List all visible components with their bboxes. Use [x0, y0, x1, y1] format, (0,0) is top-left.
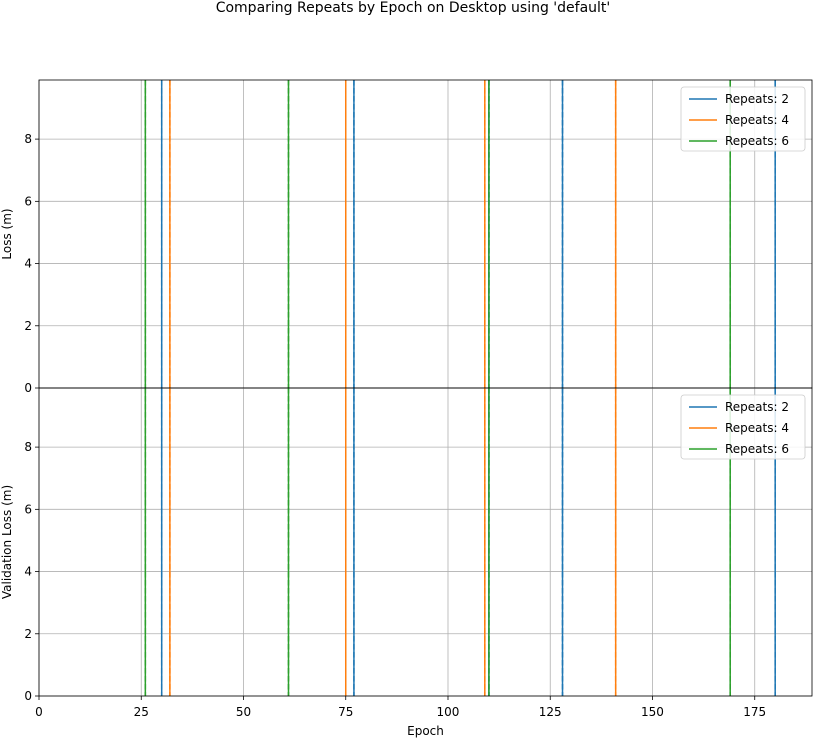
x-tick-label: 150	[641, 705, 664, 719]
y-tick-label: 8	[24, 132, 32, 146]
legend-box	[680, 394, 806, 460]
y-tick-label: 8	[24, 440, 32, 454]
legend-label: Repeats: 4	[725, 113, 789, 127]
x-tick-label: 0	[35, 705, 43, 719]
y-axis-label: Validation Loss (m)	[0, 485, 14, 599]
x-tick-label: 75	[338, 705, 353, 719]
x-tick-label: 175	[743, 705, 766, 719]
y-tick-label: 2	[24, 319, 32, 333]
y-tick-label: 4	[24, 565, 32, 579]
legend: Repeats: 2 Repeats: 4 Repeats: 6	[680, 86, 806, 152]
x-axis-label: Epoch	[407, 724, 444, 738]
legend-label: Repeats: 6	[725, 134, 789, 148]
legend-box	[680, 86, 806, 152]
legend: Repeats: 2 Repeats: 4 Repeats: 6	[680, 394, 806, 460]
y-tick-label: 6	[24, 502, 32, 516]
y-tick-label: 0	[24, 689, 32, 703]
y-tick-label: 2	[24, 627, 32, 641]
x-tick-label: 100	[437, 705, 460, 719]
x-axis: 0 25 50 75 100 125 150 175 Epoch	[35, 696, 766, 738]
x-tick-label: 25	[134, 705, 149, 719]
y-axis-label: Loss (m)	[0, 208, 14, 259]
chart-title: Comparing Repeats by Epoch on Desktop us…	[216, 0, 611, 16]
legend-label: Repeats: 6	[725, 442, 789, 456]
legend-label: Repeats: 4	[725, 421, 789, 435]
y-tick-label: 6	[24, 194, 32, 208]
legend-label: Repeats: 2	[725, 92, 789, 106]
y-tick-label: 4	[24, 257, 32, 271]
axes-frame	[38, 387, 813, 697]
y-tick-label: 0	[24, 381, 32, 395]
legend-label: Repeats: 2	[725, 400, 789, 414]
x-tick-label: 125	[539, 705, 562, 719]
x-tick-label: 50	[236, 705, 251, 719]
